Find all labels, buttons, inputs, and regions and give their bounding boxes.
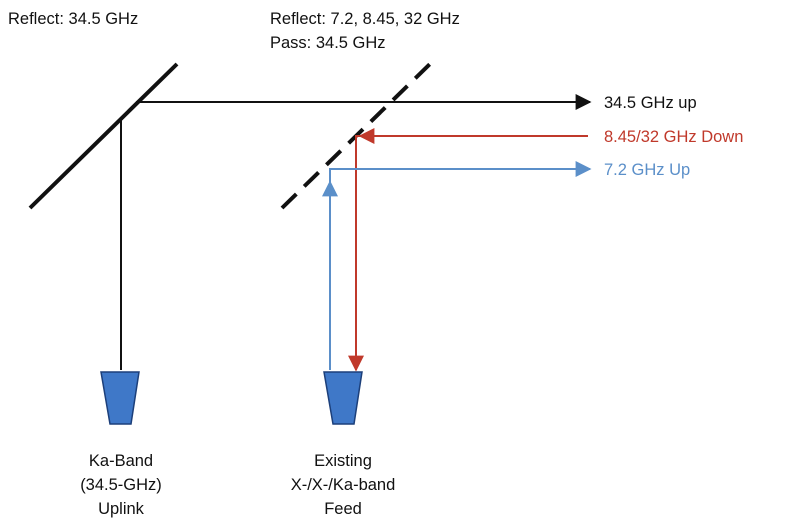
beam-down-label: 8.45/32 GHz Down xyxy=(604,128,743,146)
feed2-label-line3: Feed xyxy=(324,500,362,518)
feed1-label-line3: Uplink xyxy=(98,500,145,518)
mirror-ka-reflect xyxy=(28,62,179,210)
feed1-label-line2: (34.5-GHz) xyxy=(80,476,162,494)
mirror1-label: Reflect: 34.5 GHz xyxy=(8,10,138,28)
beam-7-2-ghz-up-label: 7.2 GHz Up xyxy=(604,161,690,179)
beam-7-2-ghz-up-arrow xyxy=(329,161,592,370)
existing-feed-horn-icon xyxy=(323,371,363,425)
mirror2-label-line2: Pass: 34.5 GHz xyxy=(270,34,386,52)
feed1-label-line1: Ka-Band xyxy=(89,452,153,470)
beam-down-arrow xyxy=(348,135,588,372)
ka-band-feed-horn-icon xyxy=(100,371,140,425)
mirror2-label-line1: Reflect: 7.2, 8.45, 32 GHz xyxy=(270,10,460,28)
beam-34-5-ghz-up-label: 34.5 GHz up xyxy=(604,94,697,112)
feed2-label-line2: X-/X-/Ka-band xyxy=(291,476,396,494)
feed2-label-line1: Existing xyxy=(314,452,372,470)
